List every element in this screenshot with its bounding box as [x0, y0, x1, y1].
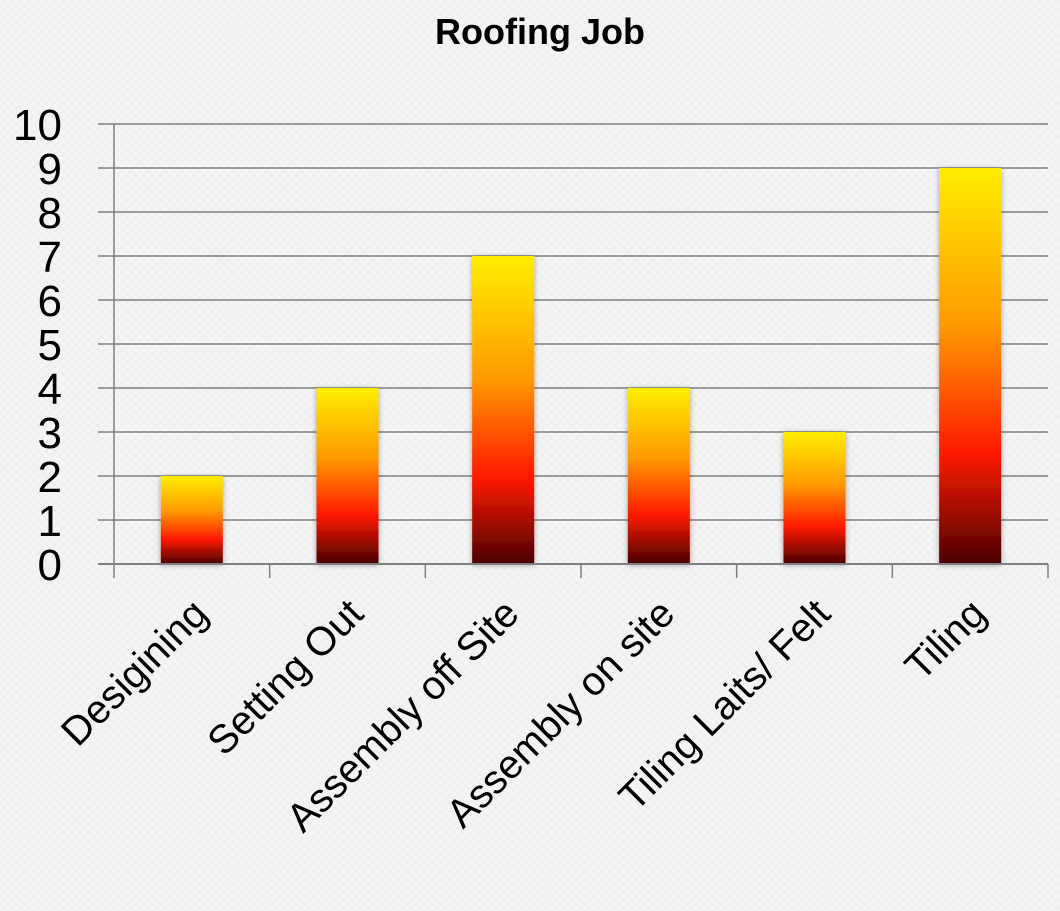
y-tick-label: 8: [38, 189, 62, 238]
y-tick-label: 3: [38, 409, 62, 458]
bar: [472, 256, 535, 564]
y-tick-label: 7: [38, 233, 62, 282]
x-tick-label: Tiling: [897, 591, 995, 689]
bar: [939, 168, 1002, 564]
bar: [783, 432, 846, 564]
x-tick-label: Setting Out: [199, 591, 372, 764]
y-tick-label: 10: [13, 101, 62, 150]
bar: [627, 388, 690, 564]
y-tick-label: 2: [38, 453, 62, 502]
y-tick-label: 4: [38, 365, 62, 414]
gridlines: [114, 123, 1048, 521]
axes: [98, 123, 1049, 578]
chart-title: Roofing Job: [435, 11, 645, 52]
y-tick-label: 1: [38, 497, 62, 546]
y-tick-label: 0: [38, 541, 62, 590]
x-tick-label: Desigining: [53, 591, 216, 754]
bars: [160, 168, 1002, 564]
bar: [316, 388, 379, 564]
y-tick-label: 5: [38, 321, 62, 370]
y-tick-label: 9: [38, 145, 62, 194]
bar: [160, 476, 223, 564]
y-tick-label: 6: [38, 277, 62, 326]
